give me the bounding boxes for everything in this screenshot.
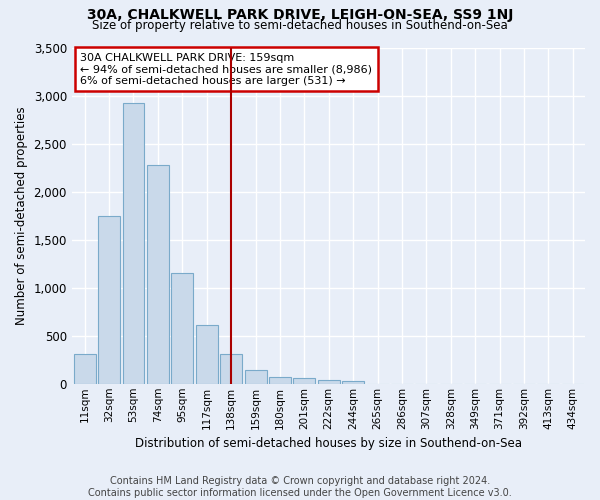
X-axis label: Distribution of semi-detached houses by size in Southend-on-Sea: Distribution of semi-detached houses by …	[135, 437, 522, 450]
Bar	[269, 376, 291, 384]
Bar	[196, 325, 218, 384]
Bar	[220, 354, 242, 384]
Text: Size of property relative to semi-detached houses in Southend-on-Sea: Size of property relative to semi-detach…	[92, 19, 508, 32]
Bar	[245, 370, 266, 384]
Bar	[172, 274, 193, 384]
Bar	[342, 382, 364, 384]
Text: 30A CHALKWELL PARK DRIVE: 159sqm
← 94% of semi-detached houses are smaller (8,98: 30A CHALKWELL PARK DRIVE: 159sqm ← 94% o…	[80, 52, 372, 86]
Bar	[98, 216, 120, 384]
Y-axis label: Number of semi-detached properties: Number of semi-detached properties	[15, 106, 28, 325]
Bar	[74, 354, 95, 384]
Bar	[318, 380, 340, 384]
Bar	[293, 378, 316, 384]
Text: Contains HM Land Registry data © Crown copyright and database right 2024.
Contai: Contains HM Land Registry data © Crown c…	[88, 476, 512, 498]
Bar	[147, 164, 169, 384]
Bar	[122, 103, 145, 384]
Text: 30A, CHALKWELL PARK DRIVE, LEIGH-ON-SEA, SS9 1NJ: 30A, CHALKWELL PARK DRIVE, LEIGH-ON-SEA,…	[87, 8, 513, 22]
